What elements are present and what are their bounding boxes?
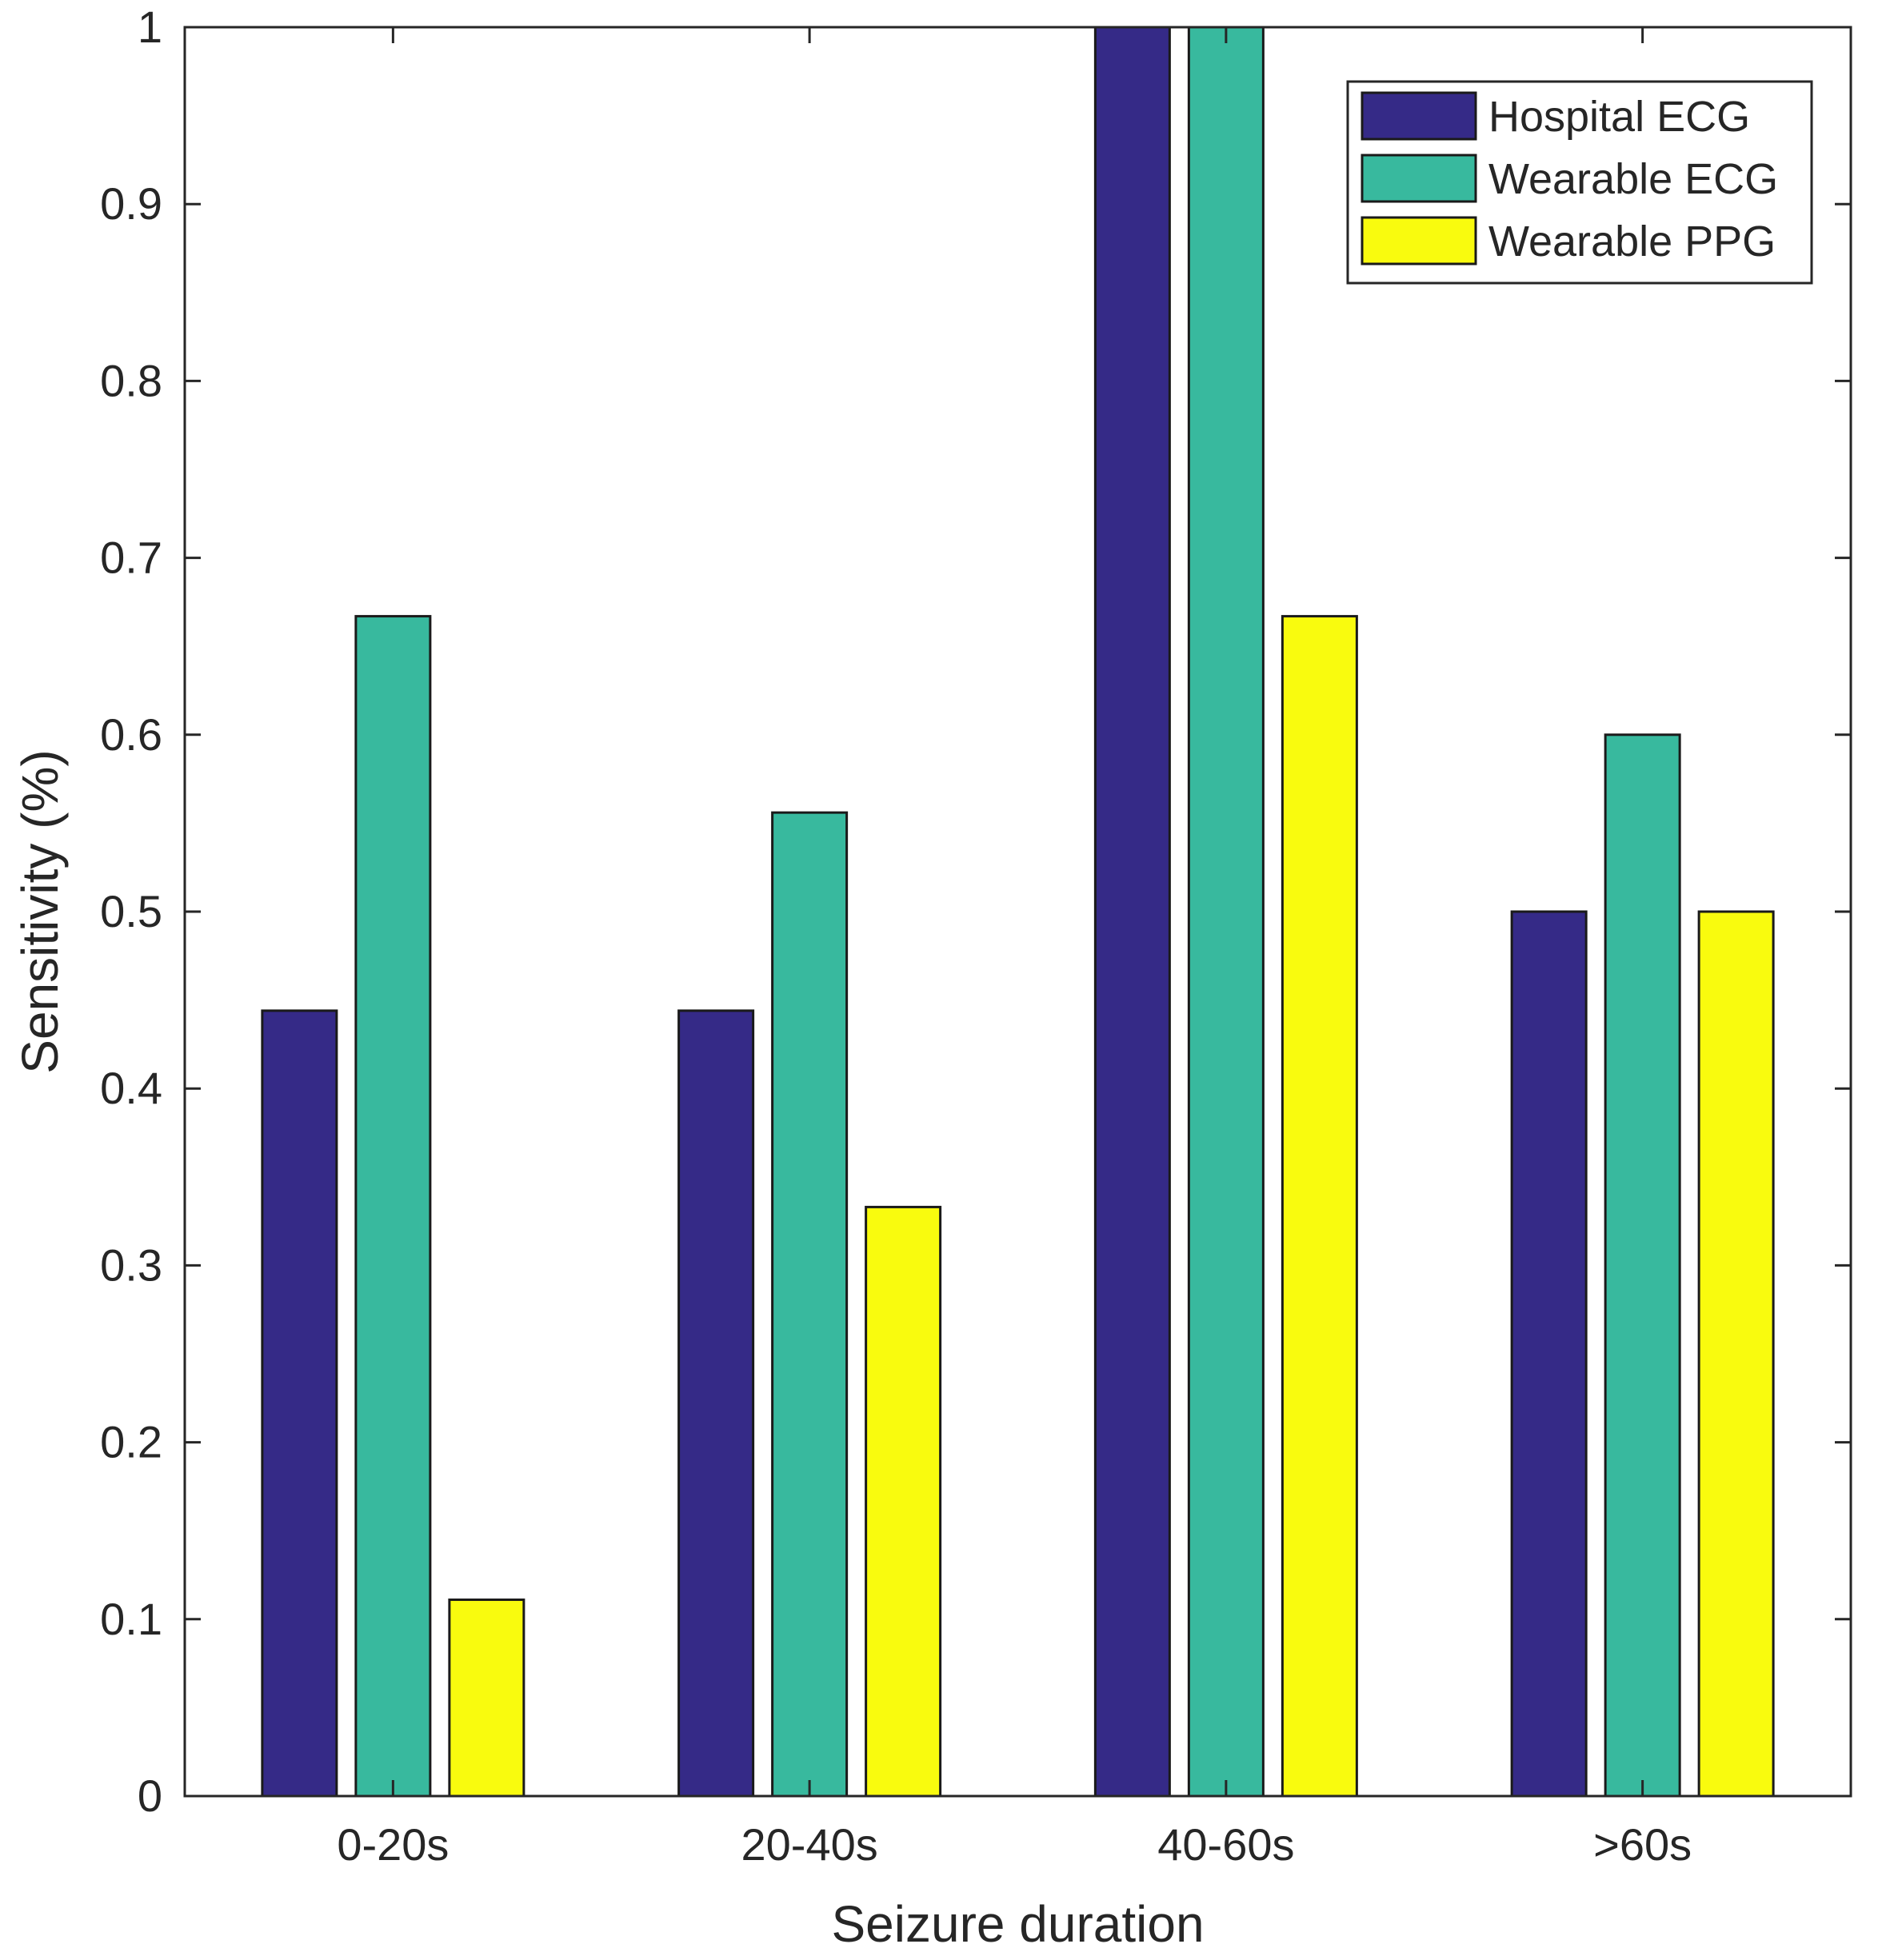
bar-wearable-ppg-0 [448,1598,525,1798]
y-tick-label: 0.5 [100,886,162,936]
bar-wearable-ecg-3 [1604,733,1681,1798]
bars-group [261,26,1775,1798]
bar-hospital-ecg-0 [261,1009,338,1798]
legend-label-hospital-ecg: Hospital ECG [1488,93,1750,141]
bar-wearable-ecg-1 [771,811,849,1798]
y-tick-label: 0.8 [100,355,162,405]
y-tick-label: 0.3 [100,1239,162,1290]
x-tick-label: 40-60s [1157,1819,1294,1870]
legend-swatch-wearable-ppg [1361,216,1477,265]
y-tick-label: 0.2 [100,1417,162,1467]
bar-hospital-ecg-1 [677,1009,755,1798]
y-tick-label: 0.6 [100,709,162,760]
legend-swatch-wearable-ecg [1361,154,1477,203]
x-axis-label: Seizure duration [831,1895,1204,1953]
y-tick-label: 0.4 [100,1063,162,1113]
legend-label-wearable-ppg: Wearable PPG [1488,218,1776,265]
x-tick-label: 20-40s [741,1819,878,1870]
y-tick-label: 0 [138,1770,162,1821]
bar-wearable-ppg-3 [1697,910,1775,1798]
y-tick-label: 1 [138,2,162,52]
legend: Hospital ECG Wearable ECG Wearable PPG [1346,80,1813,285]
bar-hospital-ecg-3 [1510,910,1588,1798]
bar-wearable-ppg-1 [865,1205,942,1798]
legend-label-wearable-ecg: Wearable ECG [1488,155,1778,203]
plot-area-frame [183,26,1852,1798]
x-tick-label: 0-20s [337,1819,449,1870]
legend-swatch-hospital-ecg [1361,91,1477,141]
y-tick-label: 0.1 [100,1594,162,1644]
bar-wearable-ecg-2 [1187,26,1265,1798]
y-tick-label: 0.9 [100,178,162,229]
bar-wearable-ppg-2 [1281,615,1358,1798]
x-tick-label: >60s [1593,1819,1692,1870]
tick-labels-group: 0 0.1 0.2 0.3 0.4 0.5 0.6 0.7 0.8 0.9 1 0-20s 20-40s… [100,2,1692,1870]
bar-hospital-ecg-2 [1093,26,1171,1798]
y-tick-label: 0.7 [100,533,162,583]
bar-wearable-ecg-0 [354,615,432,1798]
y-axis-label: Sensitivity (%) [11,749,69,1073]
